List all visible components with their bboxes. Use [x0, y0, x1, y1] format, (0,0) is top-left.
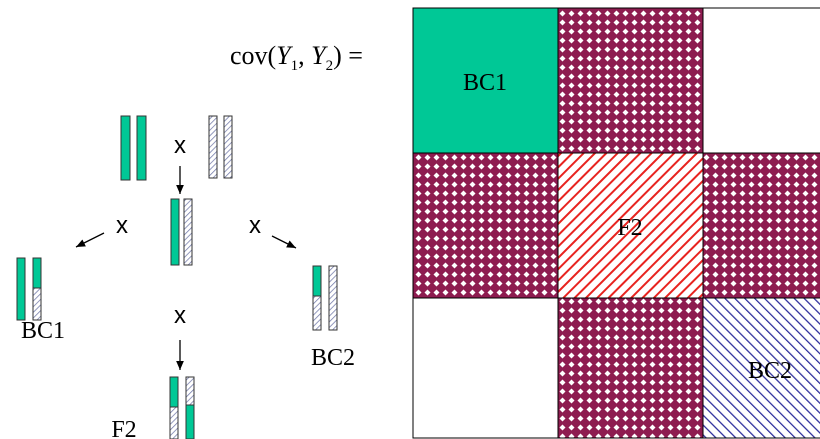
cell [558, 8, 703, 153]
chromosome [137, 116, 146, 180]
chromosome [17, 258, 25, 320]
cross-symbol: x [174, 302, 186, 329]
arrow [272, 236, 296, 248]
generation-label: F2 [111, 417, 136, 439]
cell [703, 8, 820, 153]
chromosome [209, 116, 217, 178]
generation-label: BC2 [311, 345, 355, 371]
arrow [76, 233, 104, 247]
chromosomes [17, 116, 337, 439]
matrix-label: BC1 [463, 70, 507, 96]
chromosome [186, 377, 194, 405]
chromosome [33, 258, 41, 288]
cross-symbol: x [116, 212, 128, 239]
formula-sep: , [298, 41, 311, 70]
chromosome [184, 199, 192, 265]
generation-label: BC1 [21, 318, 65, 344]
chromosome [170, 377, 178, 407]
cross-symbol: x [249, 212, 261, 239]
chromosome [224, 116, 232, 178]
matrix-label: F2 [617, 215, 642, 241]
cell [703, 153, 820, 298]
chromosome [121, 116, 130, 180]
chromosome [170, 407, 178, 439]
chromosome [186, 405, 194, 439]
formula: cov(Y1, Y2) = [230, 41, 363, 74]
formula-sub: 1 [291, 58, 299, 74]
diagram: cov(Y1, Y2) = BC1 F2 BC2 x x x x BC1 BC2… [0, 0, 820, 439]
chromosome [313, 266, 321, 296]
cross-symbol: x [174, 132, 186, 159]
cell [413, 153, 558, 298]
chromosome [329, 266, 337, 330]
formula-sub: 2 [326, 58, 334, 74]
chromosome [171, 199, 179, 265]
chromosome [313, 296, 321, 330]
cell [413, 298, 558, 438]
matrix-label: BC2 [748, 358, 792, 384]
formula-open: cov( [230, 41, 276, 70]
cell [558, 298, 703, 438]
chromosome [33, 288, 41, 320]
formula-close: ) = [333, 41, 363, 70]
